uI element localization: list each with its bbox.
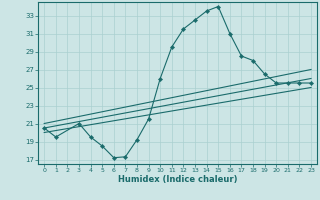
X-axis label: Humidex (Indice chaleur): Humidex (Indice chaleur) [118,175,237,184]
